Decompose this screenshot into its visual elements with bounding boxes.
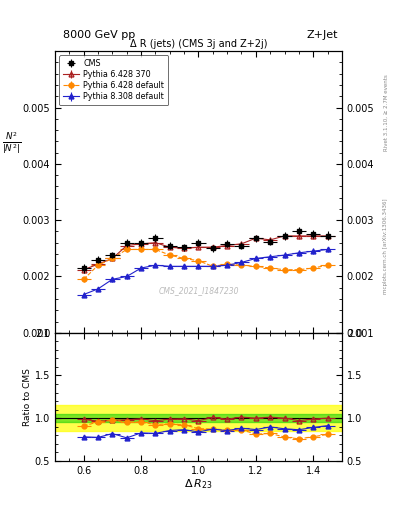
Title: Δ R (jets) (CMS 3j and Z+2j): Δ R (jets) (CMS 3j and Z+2j) xyxy=(130,39,267,49)
Text: Rivet 3.1.10, ≥ 2.7M events: Rivet 3.1.10, ≥ 2.7M events xyxy=(384,74,388,151)
Bar xyxy=(55,406,342,431)
X-axis label: $\Delta\,R_{23}$: $\Delta\,R_{23}$ xyxy=(184,477,213,491)
Text: $\frac{N^2}{|N^2|}$: $\frac{N^2}{|N^2|}$ xyxy=(2,131,21,156)
Text: mcplots.cern.ch [arXiv:1306.3436]: mcplots.cern.ch [arXiv:1306.3436] xyxy=(384,198,388,293)
Legend: CMS, Pythia 6.428 370, Pythia 6.428 default, Pythia 8.308 default: CMS, Pythia 6.428 370, Pythia 6.428 defa… xyxy=(59,55,168,105)
Text: 8000 GeV pp: 8000 GeV pp xyxy=(63,30,135,40)
Y-axis label: Ratio to CMS: Ratio to CMS xyxy=(23,368,32,426)
Text: Z+Jet: Z+Jet xyxy=(307,30,338,40)
Bar xyxy=(55,414,342,422)
Text: CMS_2021_I1847230: CMS_2021_I1847230 xyxy=(158,286,239,295)
